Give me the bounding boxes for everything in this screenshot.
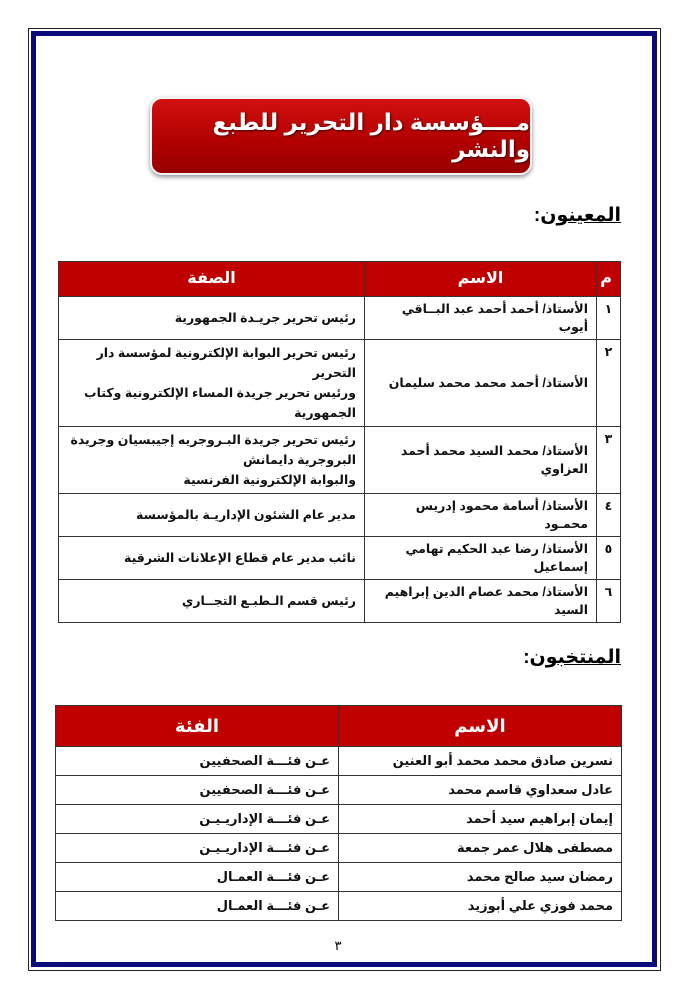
- table-row: ١ الأستاذ/ أحمد أحمد عبد البــاقي أيوب ر…: [58, 296, 621, 340]
- person-position: مدير عام الشئون الإداريـة بالمؤسسة: [58, 493, 365, 537]
- table-row: ٤ الأستاذ/ أسامة محمود إدريس محمـود مدير…: [58, 493, 621, 537]
- member-category: عـن فئـــة الصحفيين: [55, 746, 339, 776]
- member-category: عـن فئـــة الإداريـيـن: [55, 833, 339, 863]
- member-name: محمد فوزي علي أبوزيد: [338, 891, 622, 921]
- member-name: رمضان سيد صالح محمد: [338, 862, 622, 892]
- header-num: م: [596, 261, 621, 297]
- person-position: رئيس تحرير البوابة الإلكترونية لمؤسسة دا…: [58, 339, 365, 427]
- table-row: ٦ الأستاذ/ محمد عصام الدين إبراهيم السيد…: [58, 579, 621, 623]
- page-title: مــــؤسسة دار التحرير للطبع والنشر: [212, 109, 530, 162]
- position-line: مدير عام الشئون الإداريـة بالمؤسسة: [136, 508, 356, 522]
- row-number: ٥: [596, 536, 621, 580]
- row-number: ١: [596, 296, 621, 340]
- table-row: مصطفى هلال عمر جمعة عـن فئـــة الإداريـي…: [55, 833, 622, 863]
- person-name: الأستاذ/ محمد السيد محمد أحمد العزاوي: [364, 426, 597, 494]
- position-line: رئيس تحرير البوابة الإلكترونية لمؤسسة دا…: [96, 346, 356, 380]
- member-category: عـن فئـــة العمـال: [55, 891, 339, 921]
- person-name: الأستاذ/ رضا عبد الحكيم تهامي إسماعيل: [364, 536, 597, 580]
- row-number: ٦: [596, 579, 621, 623]
- row-number: ٣: [596, 426, 621, 494]
- person-name: الأستاذ/ أسامة محمود إدريس محمـود: [364, 493, 597, 537]
- person-name: الأستاذ/ أحمد محمد محمد سليمان: [364, 339, 597, 427]
- member-name: إيمان إبراهيم سيد أحمد: [338, 804, 622, 834]
- person-position: رئيس قسم الـطبـع التجــاري: [58, 579, 365, 623]
- person-position: رئيس تحرير جريـدة الجمهورية: [58, 296, 365, 340]
- table-row: إيمان إبراهيم سيد أحمد عـن فئـــة الإدار…: [55, 804, 622, 834]
- elected-table: الاسم الفئة نسرين صادق محمد محمد أبو الع…: [55, 705, 622, 921]
- table-row: ٢ الأستاذ/ أحمد محمد محمد سليمان رئيس تح…: [58, 339, 621, 427]
- position-line: نائب مدير عام قطاع الإعلانات الشرقية: [123, 551, 356, 565]
- table-row: عادل سعداوي قاسم محمد عـن فئـــة الصحفيي…: [55, 775, 622, 805]
- row-number: ٤: [596, 493, 621, 537]
- table-row: رمضان سيد صالح محمد عـن فئـــة العمـال: [55, 862, 622, 892]
- elected-heading: المنتخبون:: [523, 647, 621, 668]
- table-row: نسرين صادق محمد محمد أبو العنين عـن فئــ…: [55, 746, 622, 776]
- row-number: ٢: [596, 339, 621, 427]
- table-row: محمد فوزي علي أبوزيد عـن فئـــة العمـال: [55, 891, 622, 921]
- member-category: عـن فئـــة الإداريـيـن: [55, 804, 339, 834]
- person-name: الأستاذ/ محمد عصام الدين إبراهيم السيد: [364, 579, 597, 623]
- position-line: والبوابة الإلكترونية الفرنسية: [183, 473, 356, 487]
- position-line: البروجرية دايمانش: [243, 453, 356, 467]
- position-line: رئيس تحرير جريـدة الجمهورية: [174, 311, 356, 325]
- position-line: رئيس تحرير جريدة البـروجريه إجيبسيان وجر…: [70, 433, 356, 447]
- person-position: نائب مدير عام قطاع الإعلانات الشرقية: [58, 536, 365, 580]
- member-category: عـن فئـــة العمـال: [55, 862, 339, 892]
- table-row: ٣ الأستاذ/ محمد السيد محمد أحمد العزاوي …: [58, 426, 621, 494]
- header-category: الفئة: [55, 705, 339, 747]
- member-name: نسرين صادق محمد محمد أبو العنين: [338, 746, 622, 776]
- member-name: مصطفى هلال عمر جمعة: [338, 833, 622, 863]
- member-category: عـن فئـــة الصحفيين: [55, 775, 339, 805]
- header-name: الاسم: [338, 705, 622, 747]
- person-position: رئيس تحرير جريدة البـروجريه إجيبسيان وجر…: [58, 426, 365, 494]
- table-row: ٥ الأستاذ/ رضا عبد الحكيم تهامي إسماعيل …: [58, 536, 621, 580]
- header-name: الاسم: [364, 261, 597, 297]
- page-number: ٣: [334, 938, 342, 953]
- title-banner: مــــؤسسة دار التحرير للطبع والنشر: [150, 97, 532, 175]
- position-line: رئيس قسم الـطبـع التجــاري: [181, 594, 356, 608]
- header-position: الصفة: [58, 261, 365, 297]
- appointed-heading: المعينون:: [533, 205, 621, 226]
- member-name: عادل سعداوي قاسم محمد: [338, 775, 622, 805]
- position-line: ورئيس تحرير جريدة المساء الإلكترونية وكت…: [84, 386, 356, 420]
- appointed-table: م الاسم الصفة ١ الأستاذ/ أحمد أحمد عبد ا…: [58, 261, 621, 623]
- person-name: الأستاذ/ أحمد أحمد عبد البــاقي أيوب: [364, 296, 597, 340]
